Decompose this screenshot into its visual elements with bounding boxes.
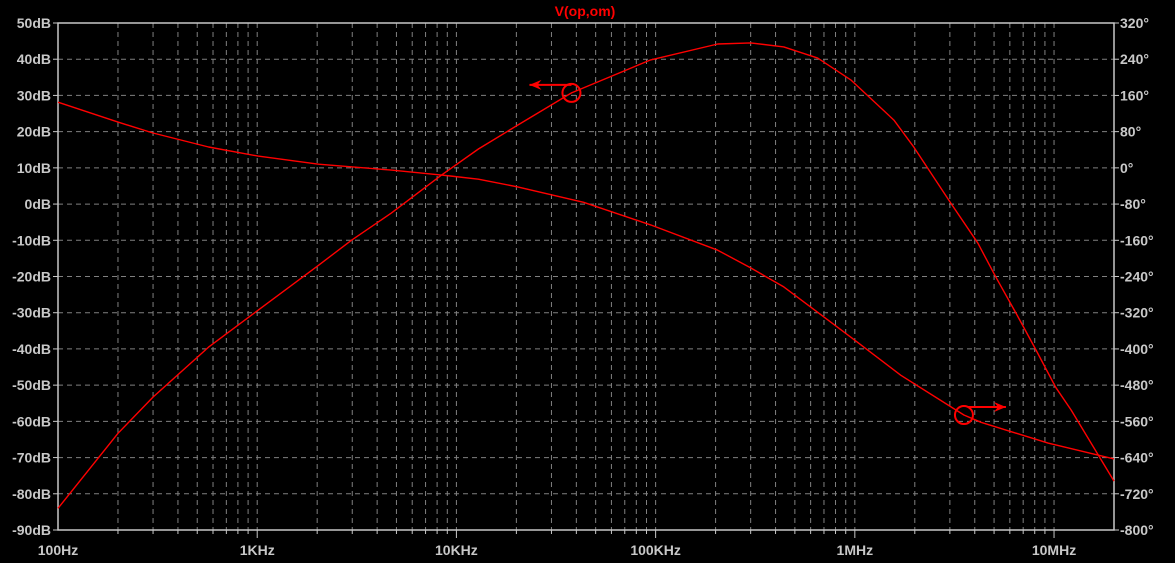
y-left-tick-label: -20dB (12, 269, 51, 285)
y-left-tick-label: 10dB (17, 160, 51, 176)
y-left-tick-label: 40dB (17, 51, 51, 67)
y-left-tick-label: -30dB (12, 305, 51, 321)
y-right-tick-label: -400° (1120, 341, 1154, 357)
y-left-tick-label: -70dB (12, 450, 51, 466)
x-tick-label: 1MHz (837, 542, 874, 558)
y-left-tick-label: 50dB (17, 15, 51, 31)
y-right-tick-label: -80° (1120, 196, 1146, 212)
grid (58, 23, 1114, 530)
y-right-tick-label: -160° (1120, 232, 1154, 248)
x-tick-label: 100KHz (630, 542, 681, 558)
traces (57, 42, 1115, 509)
y-right-tick-label: -480° (1120, 377, 1154, 393)
x-tick-label: 100Hz (38, 542, 78, 558)
x-tick-label: 10KHz (435, 542, 478, 558)
plot-frame (57, 22, 1115, 531)
x-tick-label: 1KHz (240, 542, 275, 558)
y-left-tick-label: -40dB (12, 341, 51, 357)
y-left-tick-label: -80dB (12, 486, 51, 502)
magnitude-trace (57, 42, 1115, 509)
x-tick-label: 10MHz (1032, 542, 1076, 558)
y-left-tick-label: -10dB (12, 232, 51, 248)
axis-marker-circle (953, 405, 974, 426)
y-left-tick-label: -90dB (12, 522, 51, 538)
axes: 50dB 40dB 30dB 20dB 10dB 0dB -10dB -20dB -30dB -4… (12, 15, 1154, 558)
y-right-tick-label: 240° (1120, 51, 1149, 67)
y-right-tick-label: -640° (1120, 450, 1154, 466)
y-right-tick-label: -800° (1120, 522, 1154, 538)
y-left-tick-label: -50dB (12, 377, 51, 393)
y-right-tick-label: -240° (1120, 269, 1154, 285)
y-right-tick-label: -320° (1120, 305, 1154, 321)
y-right-tick-label: 160° (1120, 87, 1149, 103)
y-left-tick-label: 20dB (17, 124, 51, 140)
y-right-tick-label: -720° (1120, 486, 1154, 502)
y-left-tick-label: -60dB (12, 413, 51, 429)
arrow-right-icon (993, 402, 1006, 413)
y-right-tick-label: 320° (1120, 15, 1149, 31)
phase-trace (57, 101, 1115, 460)
y-left-tick-label: 30dB (17, 87, 51, 103)
y-right-tick-label: -560° (1120, 413, 1154, 429)
chart-title: V(op,om) (555, 3, 616, 19)
arrow-left-icon (529, 79, 542, 90)
y-right-tick-label: 80° (1120, 124, 1141, 140)
y-right-tick-label: 0° (1120, 160, 1133, 176)
y-left-tick-label: 0dB (25, 196, 51, 212)
